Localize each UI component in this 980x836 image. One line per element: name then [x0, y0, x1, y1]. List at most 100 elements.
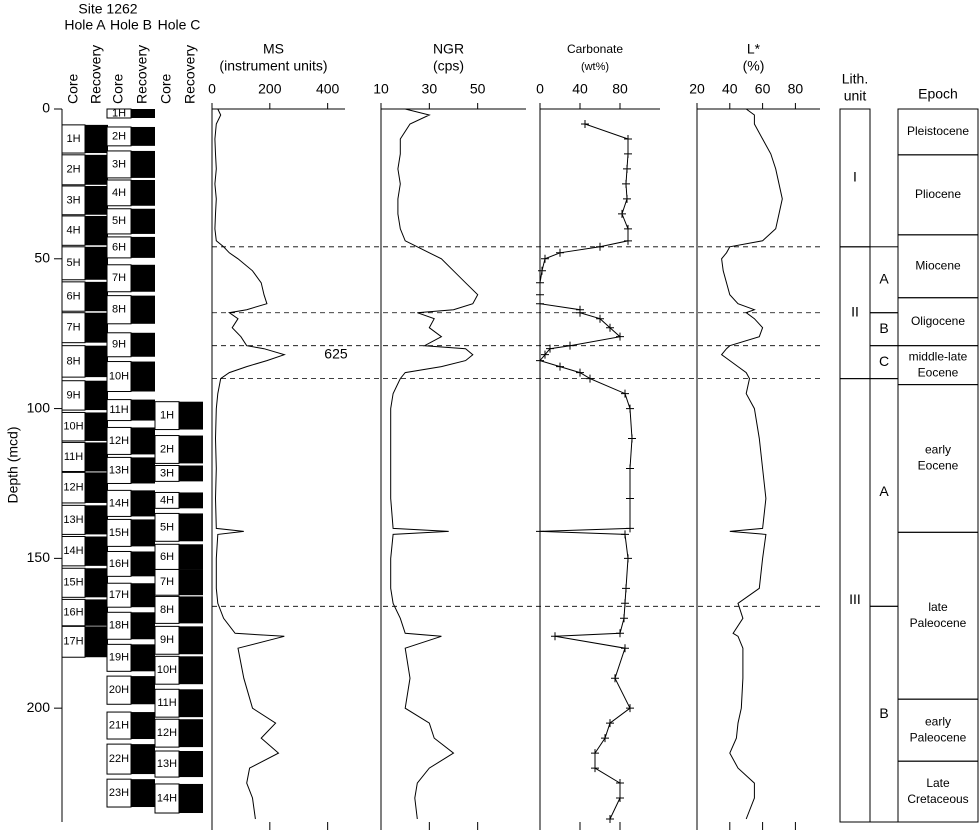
recovery-bar	[179, 513, 203, 542]
recovery-bar	[85, 536, 108, 566]
recovery-bar	[179, 750, 203, 778]
core-box	[154, 655, 180, 685]
core-label: 2H	[66, 164, 80, 176]
x-tick-label: 80	[612, 81, 628, 97]
site-title: Site 1262	[78, 1, 137, 17]
recovery-bar	[179, 596, 203, 624]
data-cross	[623, 194, 631, 203]
recovery-bar	[85, 124, 108, 154]
epoch-label: late	[928, 600, 948, 614]
recovery-bar	[131, 779, 155, 808]
recovery-bar	[131, 264, 155, 292]
data-cross	[628, 434, 636, 443]
recovery-bar	[179, 401, 203, 430]
data-cross	[620, 614, 628, 623]
depth-tick-label: 150	[27, 549, 51, 565]
data-cross	[611, 674, 619, 683]
x-tick-label: 30	[422, 81, 438, 97]
x-tick-label: 60	[755, 81, 771, 97]
data-cross	[624, 236, 632, 245]
data-cross	[536, 356, 544, 365]
core-label: 14H	[157, 792, 177, 804]
recovery-bar	[131, 490, 155, 517]
panel-title: Carbonate	[567, 42, 623, 56]
core-label: 14H	[109, 497, 129, 509]
recovery-bar	[131, 676, 155, 705]
core-box	[154, 750, 180, 778]
core-label: 10H	[157, 664, 177, 676]
core-box	[106, 264, 132, 293]
depth-tick-label: 200	[27, 699, 51, 715]
recovery-bar	[131, 109, 155, 118]
recovery-bar	[131, 295, 155, 324]
core-label: 11H	[157, 697, 176, 709]
core-label: 3H	[112, 158, 126, 170]
lith-subunit-label: A	[879, 270, 889, 286]
hole-name: Hole B	[110, 17, 152, 33]
data-cross	[596, 314, 604, 323]
recovery-bar	[85, 505, 108, 535]
data-cross	[536, 278, 544, 287]
recovery-bar	[131, 361, 155, 392]
x-tick-label: 400	[316, 81, 340, 97]
x-tick-label: 40	[572, 81, 588, 97]
core-label: 13H	[109, 464, 129, 476]
hole-name: Hole A	[64, 17, 106, 33]
core-label: 1H	[66, 133, 80, 145]
core-box	[106, 426, 132, 455]
recovery-bar	[179, 626, 203, 655]
data-cross	[622, 584, 630, 593]
core-label: 5H	[160, 521, 174, 533]
x-tick-label: 50	[470, 81, 486, 97]
data-cross	[621, 599, 629, 608]
recovery-bar	[85, 412, 108, 441]
recovery-bar	[131, 332, 155, 357]
core-label: 12H	[109, 435, 129, 447]
core-box	[106, 295, 132, 325]
core-label: 3H	[66, 194, 80, 206]
core-label: 9H	[112, 339, 126, 351]
data-cross	[616, 794, 624, 803]
log-line	[214, 108, 286, 820]
core-box	[106, 611, 132, 640]
core-label: 2H	[112, 130, 126, 142]
core-box	[154, 595, 180, 624]
recovery-bar	[131, 236, 155, 258]
recovery-bar	[85, 380, 108, 411]
x-tick-label: 200	[258, 81, 282, 97]
recovery-bar	[131, 399, 155, 421]
core-label: 10H	[63, 421, 83, 433]
core-label: 6H	[160, 551, 174, 563]
recovery-bar	[179, 492, 203, 509]
recovery-bar	[131, 551, 155, 577]
recovery-bar	[179, 719, 203, 748]
core-box	[106, 518, 132, 547]
recovery-bar	[85, 442, 108, 472]
data-cross	[624, 224, 632, 233]
core-label: 1H	[112, 107, 126, 119]
recovery-bar	[85, 312, 108, 343]
core-box	[154, 625, 180, 655]
recovery-bar	[85, 568, 108, 598]
core-label: 6H	[112, 241, 126, 253]
data-cross	[541, 350, 549, 359]
data-cross	[591, 749, 599, 758]
core-label: 9H	[160, 634, 174, 646]
core-header: Core	[65, 73, 81, 104]
recovery-bar	[179, 783, 203, 814]
recovery-bar	[85, 345, 108, 378]
epoch-label: Paleocene	[910, 730, 967, 744]
recovery-bar	[131, 180, 155, 206]
core-label: 1H	[160, 410, 174, 422]
panel-subtitle: (instrument units)	[219, 58, 327, 74]
core-label: 16H	[109, 558, 129, 570]
lith-subunit-label: B	[879, 320, 888, 336]
data-cross	[622, 179, 630, 188]
core-label: 20H	[109, 684, 129, 696]
epoch-label: Eocene	[918, 459, 959, 473]
recovery-bar	[85, 185, 108, 215]
data-cross	[621, 530, 629, 539]
core-box	[106, 361, 132, 393]
data-cross	[536, 299, 544, 308]
epoch-label: Miocene	[915, 258, 961, 272]
